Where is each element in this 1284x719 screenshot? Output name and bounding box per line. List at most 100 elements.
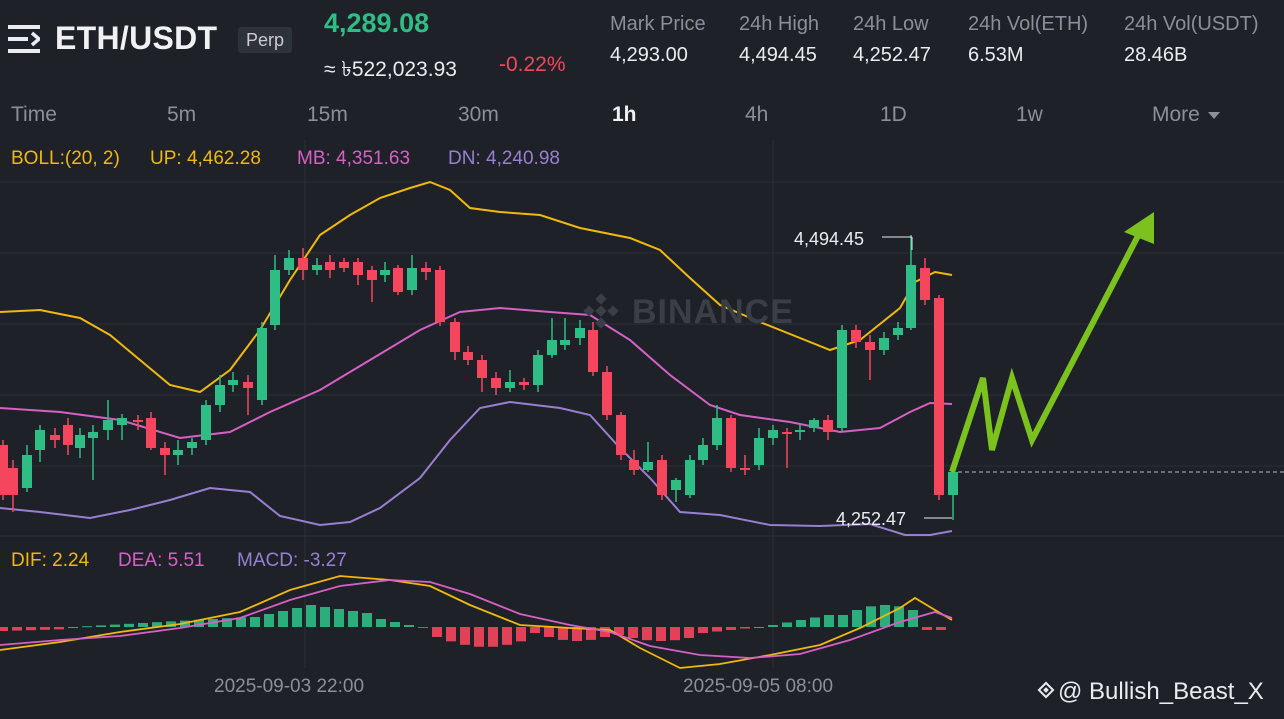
candle-body: [906, 265, 916, 328]
x-axis-label: 2025-09-03 22:00: [214, 676, 365, 697]
binance-logo-icon: [583, 293, 619, 329]
macd-histogram-bar: [530, 627, 540, 633]
macd-dea-line: [0, 579, 953, 659]
candle-body: [934, 298, 944, 495]
macd-histogram-bar: [194, 619, 204, 627]
macd-histogram-bar: [754, 627, 764, 628]
candle-body: [588, 330, 598, 372]
candle-body: [133, 420, 143, 422]
chevron-down-icon: [1207, 111, 1220, 119]
tab-4h[interactable]: 4h: [745, 103, 769, 126]
candle-body: [712, 418, 722, 445]
tab-5m[interactable]: 5m: [167, 103, 197, 126]
candle-body: [948, 472, 958, 495]
tab-15m[interactable]: 15m: [307, 103, 348, 126]
candle-body: [893, 328, 903, 335]
macd-histogram-bar: [306, 605, 316, 627]
candle-body: [754, 438, 764, 465]
candle-body: [865, 342, 875, 350]
candle-body: [228, 380, 238, 385]
candle-body: [380, 270, 390, 275]
candle-body: [823, 420, 833, 432]
24h-vol-eth-value: 6.53M: [968, 44, 1024, 66]
candle-body: [325, 262, 335, 270]
macd-histogram-bar: [264, 614, 274, 627]
candle-body: [103, 420, 113, 430]
high-price-label: 4,494.45: [794, 229, 865, 249]
candle-body: [560, 340, 570, 345]
candle-body: [8, 468, 18, 495]
mark-price-value: 4,293.00: [610, 44, 688, 66]
macd-histogram-bar: [698, 627, 708, 633]
macd-histogram-bar: [572, 627, 582, 641]
boll-legend-name: BOLL:(20, 2): [11, 148, 120, 169]
macd-dif-line: [0, 575, 953, 669]
diamond-logo-icon: [1037, 681, 1055, 699]
candle-body: [298, 258, 308, 270]
macd-histogram-bar: [684, 627, 694, 638]
macd-histogram-bar: [292, 608, 302, 627]
tab-time[interactable]: Time: [11, 103, 57, 126]
macd-histogram-bar: [0, 627, 8, 631]
boll-legend-mb: MB: 4,351.63: [297, 148, 411, 169]
boll-legend-up: UP: 4,462.28: [150, 148, 261, 169]
menu-icon[interactable]: [8, 22, 40, 56]
candle-body: [879, 338, 889, 350]
macd-histogram-bar: [82, 626, 92, 628]
macd-histogram-bar: [838, 615, 848, 627]
macd-histogram-bar: [418, 627, 428, 628]
boll-lower-band: [0, 400, 953, 536]
macd-histogram-bar: [348, 611, 358, 627]
candle-body: [616, 415, 626, 455]
macd-histogram-bar: [376, 619, 386, 627]
boll-upper-band: [0, 180, 953, 394]
tab-1h[interactable]: 1h: [612, 103, 637, 126]
candle-body: [201, 405, 211, 440]
candle-body: [435, 270, 445, 322]
24h-low-value: 4,252.47: [853, 44, 931, 66]
boll-middle-band: [0, 306, 953, 440]
24h-vol-usdt-label: 24h Vol(USDT): [1124, 13, 1259, 35]
candle-body: [393, 268, 403, 292]
candle-body: [160, 448, 170, 455]
candle-body: [312, 265, 322, 270]
last-price: 4,289.08: [324, 8, 430, 38]
macd-histogram-bar: [726, 627, 736, 630]
macd-histogram-bar: [474, 627, 484, 647]
candle-body: [768, 430, 778, 438]
tab-1w[interactable]: 1w: [1016, 103, 1043, 126]
candle-body: [491, 378, 501, 388]
author-credit: @ Bullish_Beast_X: [1034, 678, 1264, 706]
24h-low-label: 24h Low: [853, 13, 929, 35]
candle-body: [629, 460, 639, 470]
macd-legend-dea: DEA: 5.51: [118, 550, 205, 571]
candle-body: [270, 270, 280, 325]
macd-histogram-bar: [68, 627, 78, 628]
mark-price-label: Mark Price: [610, 13, 706, 35]
candle-body: [339, 262, 349, 268]
24h-vol-usdt-value: 28.46B: [1124, 44, 1188, 66]
candle-body: [726, 418, 736, 468]
candle-body: [575, 328, 585, 338]
candle-body: [477, 360, 487, 378]
x-axis-label: 2025-09-05 08:00: [683, 676, 834, 697]
candle-body: [243, 382, 253, 388]
candle-body: [367, 270, 377, 280]
macd-histogram-bar: [614, 627, 624, 635]
candle-body: [75, 435, 85, 448]
candle-body: [463, 352, 473, 360]
candle-body: [920, 268, 930, 300]
annotation-arrow-head: [1124, 212, 1154, 244]
candle-body: [407, 268, 417, 290]
pair-title[interactable]: ETH/USDT: [55, 20, 218, 56]
tab-1d[interactable]: 1D: [880, 103, 907, 126]
tab-more[interactable]: More: [1152, 103, 1220, 127]
tab-30m[interactable]: 30m: [458, 103, 499, 126]
macd-histogram-bar: [404, 625, 414, 627]
candle-body: [519, 382, 529, 385]
macd-histogram-bar: [446, 627, 456, 642]
macd-histogram-bar: [54, 627, 64, 630]
candle-body: [657, 460, 667, 495]
macd-histogram-bar: [866, 606, 876, 627]
